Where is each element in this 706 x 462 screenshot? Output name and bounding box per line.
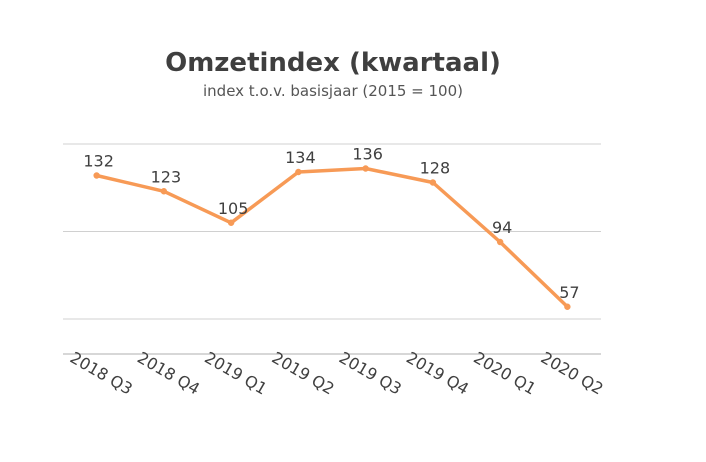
x-tick-label: 2019 Q2 xyxy=(269,348,338,399)
chart-title: Omzetindex (kwartaal) xyxy=(165,48,501,78)
x-tick-label: 2019 Q3 xyxy=(336,348,405,399)
data-point xyxy=(429,179,437,186)
data-point xyxy=(362,165,369,172)
chart-subtitle: index t.o.v. basisjaar (2015 = 100) xyxy=(203,82,463,100)
x-tick-label: 2020 Q2 xyxy=(538,348,607,399)
data-point xyxy=(160,188,168,195)
data-label: 128 xyxy=(420,159,451,178)
x-tick-label: 2019 Q1 xyxy=(201,348,270,399)
data-label: 57 xyxy=(559,283,579,302)
series-line xyxy=(94,166,570,309)
x-tick-label: 2018 Q4 xyxy=(134,348,203,399)
data-point xyxy=(295,168,302,176)
data-label: 123 xyxy=(151,167,182,186)
data-label: 94 xyxy=(492,218,512,237)
data-label: 132 xyxy=(83,152,114,171)
data-point xyxy=(227,219,235,226)
data-label: 105 xyxy=(218,199,249,218)
data-point xyxy=(564,303,571,310)
x-tick-label: 2018 Q3 xyxy=(67,348,136,399)
data-point xyxy=(93,172,100,179)
x-tick-label: 2020 Q1 xyxy=(470,348,539,399)
data-point xyxy=(496,238,504,246)
data-label: 134 xyxy=(285,148,316,167)
x-tick-label: 2019 Q4 xyxy=(403,348,472,399)
data-label: 136 xyxy=(352,145,383,164)
